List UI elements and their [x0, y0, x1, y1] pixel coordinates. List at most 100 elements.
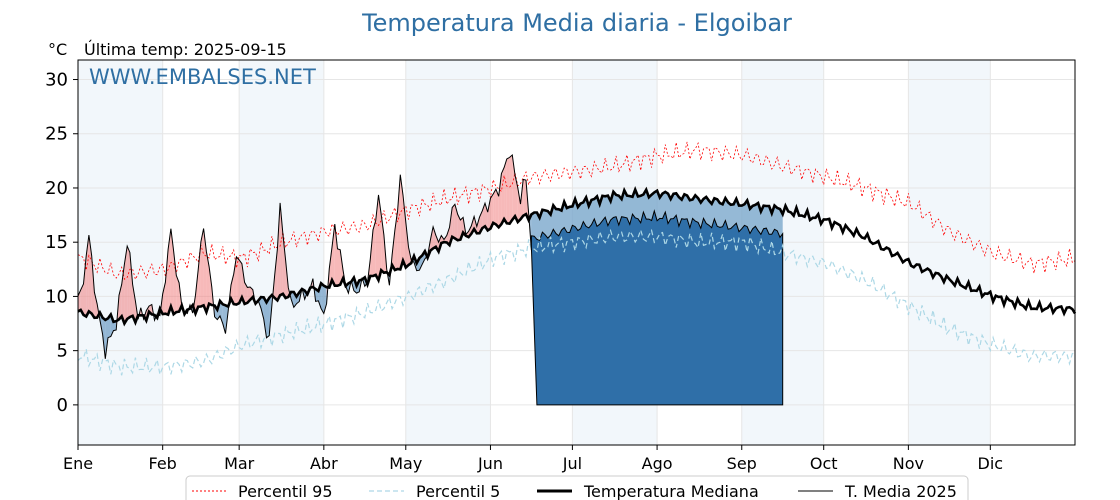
fill-above-median: [129, 252, 133, 317]
fill-above-median: [282, 234, 286, 298]
x-tick-label: Ago: [642, 454, 673, 473]
fill-above-median: [504, 159, 507, 224]
month-band: [405, 60, 491, 445]
x-tick-label: Abr: [310, 454, 338, 473]
fill-above-median: [517, 187, 521, 222]
fill-above-median: [495, 189, 499, 228]
y-axis: 0 5 10 15 20 25 30: [45, 70, 78, 416]
fill-above-median: [493, 189, 496, 225]
x-tick-label: Dic: [978, 454, 1004, 473]
fill-above-median: [198, 241, 201, 307]
fill-above-median: [373, 220, 376, 276]
current-year-region: [530, 209, 784, 406]
y-tick-label: 15: [45, 232, 68, 253]
fill-above-median: [332, 224, 335, 286]
fill-below-median: [113, 321, 117, 331]
fill-above-median: [337, 248, 341, 286]
legend-label-p95: Percentil 95: [238, 482, 333, 500]
fill-above-median: [121, 264, 125, 324]
fill-above-median: [378, 194, 382, 281]
last-temp-label: Última temp: 2025-09-15: [84, 40, 287, 59]
series-line-2025: [77, 154, 532, 359]
fill-above-median: [334, 224, 338, 286]
series-line-median: [77, 186, 1077, 327]
x-tick-label: Mar: [224, 454, 255, 473]
plot-frame: [77, 59, 1076, 446]
fill-above-median: [239, 260, 242, 304]
x-tick-label: May: [389, 454, 422, 473]
fill-above-median: [88, 235, 92, 314]
fill-above-median: [236, 256, 240, 305]
fill-below-median: [263, 297, 267, 338]
fill-above-median: [403, 195, 406, 268]
fill-above-median: [430, 226, 434, 251]
legend-label-p5: Percentil 5: [416, 482, 500, 500]
fill-above-median: [170, 228, 174, 315]
fill-below-median: [261, 297, 264, 319]
y-tick-label: 25: [45, 124, 68, 145]
fill-above-median: [509, 155, 513, 224]
legend-box: [185, 475, 969, 500]
y-tick-label: 10: [45, 286, 68, 307]
fill-above-median: [206, 251, 210, 313]
series-line-p5: [77, 228, 1076, 377]
fill-above-median: [165, 249, 169, 315]
fill-above-median: [400, 174, 403, 270]
fill-above-median: [433, 226, 436, 249]
x-axis: Ene Feb Mar Abr May Jun Jul Ago Sep Oct Nov Dic: [63, 445, 1003, 473]
fill-below-median: [531, 189, 783, 241]
fill-below-median: [321, 283, 324, 314]
fill-above-median: [274, 248, 278, 301]
fill-below-median: [222, 304, 226, 334]
fill-above-median: [241, 263, 245, 304]
y-tick-label: 0: [57, 395, 68, 416]
fill-above-median: [124, 246, 128, 324]
y-tick-label: 5: [57, 341, 68, 362]
fill-above-median: [80, 283, 84, 315]
fill-below-median: [105, 318, 108, 359]
x-tick-label: Oct: [810, 454, 838, 473]
month-band: [78, 60, 163, 445]
fill-above-median: [209, 266, 212, 305]
fill-above-median: [168, 228, 171, 315]
fill-above-median: [498, 173, 502, 228]
fill-below-median: [323, 285, 327, 314]
x-tick-label: Ene: [63, 454, 93, 473]
fill-above-median: [457, 214, 461, 241]
fill-above-median: [176, 275, 180, 313]
unit-label: °C: [48, 40, 67, 59]
fill-above-median: [490, 194, 494, 229]
fill-above-median: [329, 247, 332, 288]
fill-above-median: [162, 282, 166, 315]
legend-label-current: T. Media 2025: [844, 482, 957, 500]
x-tick-label: Jun: [477, 454, 503, 473]
x-tick-label: Feb: [149, 454, 177, 473]
fill-above-median: [397, 174, 401, 270]
legend-label-median: Temperatura Mediana: [583, 482, 759, 500]
fill-above-median: [132, 284, 136, 323]
fill-above-median: [487, 198, 491, 231]
fill-below-median: [220, 300, 223, 324]
fill-above-median: [405, 222, 409, 268]
y-tick-label: 30: [45, 70, 68, 91]
fill-above-median: [506, 157, 510, 224]
watermark: WWW.EMBALSES.NET: [89, 65, 316, 89]
fill-above-median: [127, 246, 130, 319]
y-tick-label: 20: [45, 178, 68, 199]
fill-above-median: [173, 250, 177, 315]
fill-above-median: [83, 255, 87, 317]
fill-above-median: [452, 204, 455, 239]
x-tick-label: Jul: [562, 454, 582, 473]
fill-above-median: [233, 256, 237, 305]
fill-above-median: [446, 227, 450, 246]
series-lines: [77, 141, 1077, 377]
fill-above-median: [277, 202, 281, 301]
x-tick-label: Nov: [893, 454, 924, 473]
fill-above-median: [340, 249, 343, 285]
fill-below-median: [291, 291, 294, 308]
x-tick-label: Sep: [727, 454, 757, 473]
fill-above-median: [86, 235, 89, 317]
fill-above-median: [231, 274, 234, 305]
legend: Percentil 95 Percentil 5 Temperatura Med…: [185, 475, 969, 500]
fill-below-median: [266, 297, 270, 338]
